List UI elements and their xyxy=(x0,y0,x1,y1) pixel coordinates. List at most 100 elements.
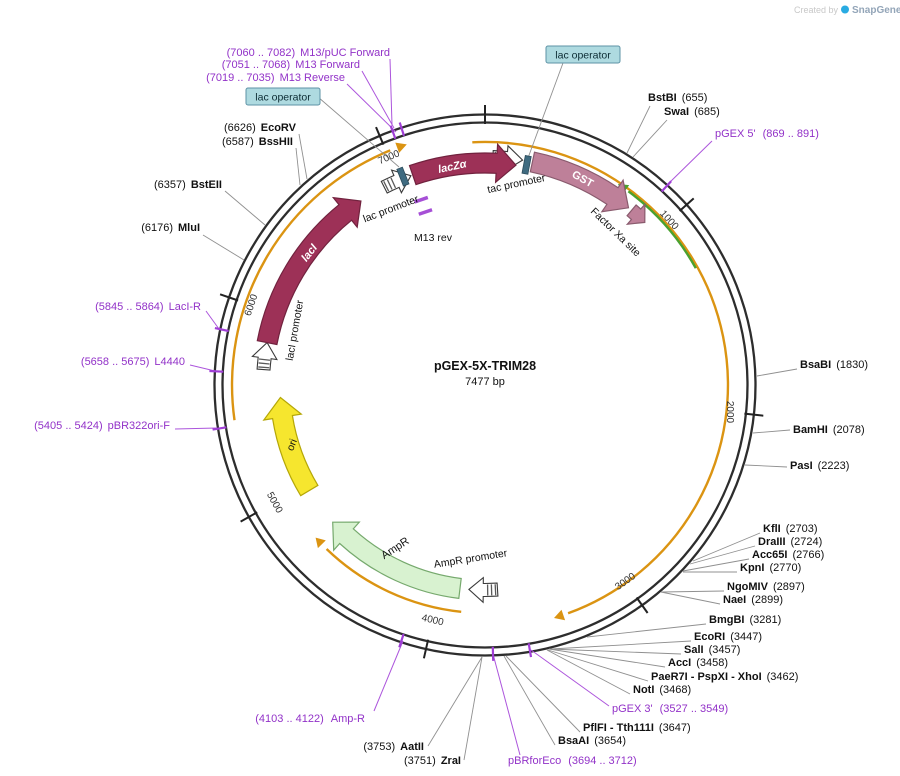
site-label-naei[interactable]: NaeI (2899) xyxy=(723,594,783,606)
callout-line xyxy=(689,545,756,565)
callout-line xyxy=(548,648,666,668)
callout-line-lac-operator-left xyxy=(317,96,400,168)
site-label-bsabi[interactable]: BsaBI (1830) xyxy=(800,359,868,371)
primer-site-tick[interactable] xyxy=(527,643,533,658)
callout-line xyxy=(505,655,581,733)
lac-operator-text: lac operator xyxy=(555,50,611,62)
site-label-kpni[interactable]: KpnI (2770) xyxy=(740,562,801,574)
primer-site-tick[interactable] xyxy=(214,327,229,333)
lac-promoter-label[interactable]: lac promoter xyxy=(362,193,421,225)
site-label-noti[interactable]: NotI (3468) xyxy=(633,684,691,696)
lac-operator-label-left[interactable]: lac operator xyxy=(245,87,321,106)
site-label-zrai[interactable]: (3751) ZraI xyxy=(404,755,461,767)
primer-label-pbr322ori-f[interactable]: (5405 .. 5424) pBR322ori-F xyxy=(34,420,170,432)
site-label-bsteii[interactable]: (6357) BstEII xyxy=(154,179,222,191)
orf-arc-left-arrowhead xyxy=(395,142,407,153)
primer-site-tick[interactable] xyxy=(389,125,397,140)
watermark-created-by: Created by xyxy=(794,5,839,15)
callout-line-lac-operator-top xyxy=(527,62,564,159)
tick-6000 xyxy=(219,293,239,302)
ampr-promoter-arrow[interactable] xyxy=(468,576,499,604)
orf-arcs xyxy=(230,140,730,621)
site-label-bsaai[interactable]: BsaAI (3654) xyxy=(558,735,626,747)
site-label-ecori[interactable]: EcoRI (3447) xyxy=(694,631,762,643)
primer-label-l4440[interactable]: (5658 .. 5675) L4440 xyxy=(81,356,185,368)
primer-line xyxy=(666,140,713,186)
site-label-aatii[interactable]: (3753) AatII xyxy=(363,741,424,753)
callout-line xyxy=(503,655,556,746)
site-label-draiii[interactable]: DraIII (2724) xyxy=(758,536,822,548)
tick-label-6000: 6000 xyxy=(243,292,261,317)
lac-operator-element-left[interactable] xyxy=(396,166,410,187)
site-label-pflfi-tth111i[interactable]: PflFI - Tth111I (3647) xyxy=(583,722,691,734)
primer-label-pgex3[interactable]: pGEX 3' (3527 .. 3549) xyxy=(612,703,728,715)
primer-site-tick[interactable] xyxy=(209,369,224,373)
primer-label-m13-puc-forward[interactable]: (7060 .. 7082) M13/pUC Forward xyxy=(227,47,390,59)
lac-operator-element-top[interactable] xyxy=(521,155,532,175)
lac-operator-box[interactable] xyxy=(545,45,621,64)
callout-line xyxy=(224,190,266,226)
ampr-promoter-label[interactable]: AmpR promoter xyxy=(433,547,509,571)
primer-label-pbrforeco[interactable]: pBRforEco (3694 .. 3712) xyxy=(508,755,637,767)
laci-promoter-arrow[interactable] xyxy=(251,341,278,371)
site-label-kfli[interactable]: KflI (2703) xyxy=(763,523,818,535)
orf-arc-right[interactable] xyxy=(472,140,730,615)
m13-rev-label[interactable]: M13 rev xyxy=(414,232,453,244)
site-label-ngomiv[interactable]: NgoMIV (2897) xyxy=(727,581,805,593)
ampr-arrow[interactable] xyxy=(332,521,462,600)
lac-operator-box[interactable] xyxy=(245,87,321,106)
lac-operator-text: lac operator xyxy=(255,92,311,104)
primer-label-pgex5[interactable]: pGEX 5' (869 .. 891) xyxy=(715,128,819,140)
laci-arrow[interactable] xyxy=(256,196,362,346)
site-label-ecorv[interactable]: (6626) EcoRV xyxy=(224,122,297,134)
callout-line xyxy=(744,464,788,468)
m13-rev-mark[interactable] xyxy=(418,208,433,216)
site-label-bamhi[interactable]: BamHI (2078) xyxy=(793,424,865,436)
site-label-paer7i-pspxi-xhoi[interactable]: PaeR7I - PspXI - XhoI (3462) xyxy=(651,671,798,683)
site-label-acci[interactable]: AccI (3458) xyxy=(668,657,728,669)
primer-label-laci-r[interactable]: (5845 .. 5864) LacI-R xyxy=(95,301,201,313)
orf-arc-bottom[interactable] xyxy=(325,548,462,613)
callout-line xyxy=(626,105,651,154)
site-label-bmgbi[interactable]: BmgBI (3281) xyxy=(709,614,781,626)
callout-line xyxy=(586,623,707,638)
site-label-acc65i[interactable]: Acc65I (2766) xyxy=(752,549,824,561)
gst-arrow[interactable] xyxy=(529,151,630,213)
primer-site-tick[interactable] xyxy=(660,180,672,193)
tick-3000 xyxy=(635,596,649,614)
insert-arc[interactable] xyxy=(627,190,697,269)
ori-label[interactable]: ori xyxy=(285,437,300,452)
callout-line xyxy=(463,656,483,761)
callout-line xyxy=(756,368,798,377)
primer-label-amp-r[interactable]: (4103 .. 4122) Amp-R xyxy=(255,713,365,725)
site-label-pasi[interactable]: PasI (2223) xyxy=(790,460,849,472)
callout-line xyxy=(661,590,725,593)
site-label-bsshii[interactable]: (6587) BssHII xyxy=(222,136,293,148)
m13-rev-mark[interactable] xyxy=(414,195,429,204)
orf-arc-left[interactable] xyxy=(230,149,391,421)
orf-arc-right-arrowhead xyxy=(554,609,566,621)
site-label-sali[interactable]: SalI (3457) xyxy=(684,644,740,656)
primer-line xyxy=(174,427,218,430)
callout-line xyxy=(427,656,483,747)
enzyme-callout-lines xyxy=(202,62,798,761)
tick-label-5000: 5000 xyxy=(264,490,285,515)
primer-site-tick[interactable] xyxy=(398,122,406,137)
orf-arc-bottom-arrowhead xyxy=(315,537,326,549)
factor-xa-site-arrow[interactable] xyxy=(625,202,646,225)
primer-site-tick[interactable] xyxy=(398,633,405,648)
primer-label-m13-forward[interactable]: (7051 .. 7068) M13 Forward xyxy=(222,59,360,71)
tick-5000 xyxy=(240,511,258,523)
primer-site-tick[interactable] xyxy=(212,426,227,431)
laczalpha-arrow[interactable] xyxy=(408,142,517,186)
site-label-bstbi[interactable]: BstBI (655) xyxy=(648,92,707,104)
primer-line xyxy=(492,653,521,756)
ori-arrow[interactable] xyxy=(262,396,319,497)
lac-operator-label-top[interactable]: lac operator xyxy=(545,45,621,64)
primer-callouts xyxy=(174,58,713,756)
callout-line xyxy=(692,532,761,562)
site-label-mlui[interactable]: (6176) MluI xyxy=(141,222,200,234)
site-label-swai[interactable]: SwaI (685) xyxy=(664,106,720,118)
primer-label-m13-reverse[interactable]: (7019 .. 7035) M13 Reverse xyxy=(206,72,345,84)
